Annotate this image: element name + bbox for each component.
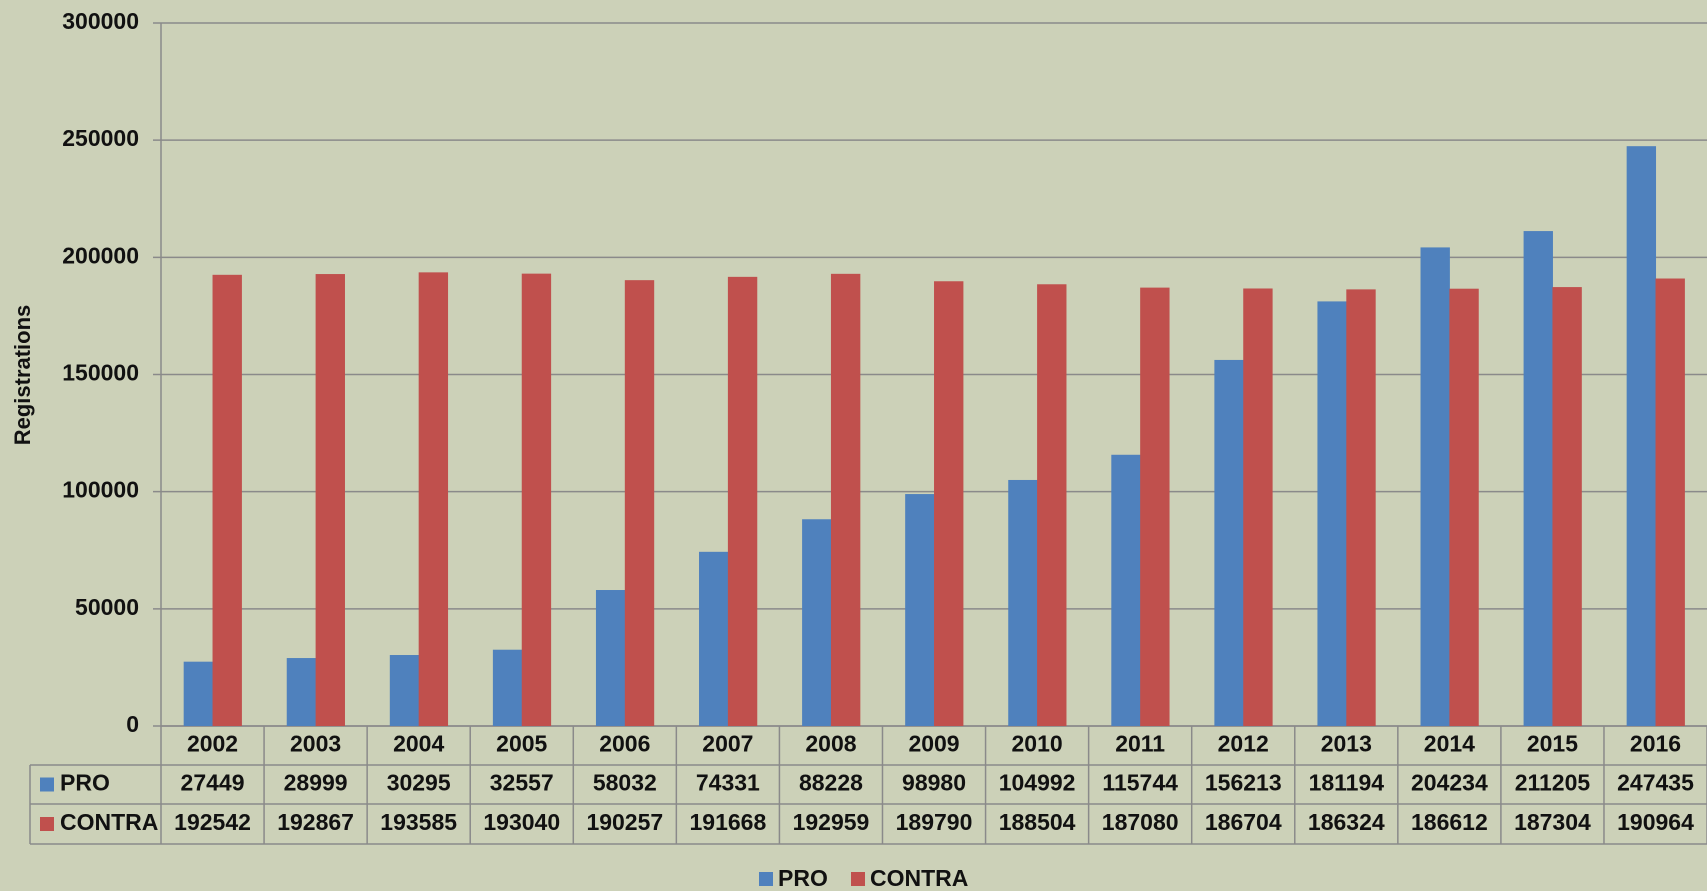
table-value: 104992	[999, 770, 1076, 796]
y-tick-label: 150000	[62, 360, 139, 386]
bar	[1655, 278, 1685, 726]
table-value: 192959	[793, 809, 870, 835]
bar	[624, 280, 655, 726]
x-tick-label: 2011	[1115, 731, 1165, 757]
table-value: 28999	[284, 770, 348, 796]
x-tick-label: 2002	[187, 731, 238, 757]
bar	[1037, 284, 1067, 726]
x-tick-label: 2007	[702, 731, 753, 757]
bar	[389, 655, 420, 726]
bar	[492, 649, 523, 726]
table-value: 192542	[174, 809, 251, 835]
table-value: 188504	[999, 809, 1076, 835]
bar	[699, 551, 729, 726]
table-value: 189790	[896, 809, 973, 835]
table-value: 187080	[1102, 809, 1179, 835]
y-tick-label: 50000	[75, 594, 139, 620]
bar	[1420, 247, 1450, 726]
legend-swatch	[40, 777, 54, 792]
table-value: 186612	[1411, 809, 1488, 835]
table-value: 193585	[380, 809, 457, 835]
x-tick-label: 2014	[1424, 731, 1475, 757]
bar	[212, 274, 242, 726]
legend-swatch	[40, 817, 54, 831]
table-value: 190257	[586, 809, 663, 835]
table-value: 181194	[1309, 770, 1385, 796]
bar	[727, 276, 758, 726]
x-tick-label: 2003	[290, 731, 341, 757]
bar	[595, 590, 626, 726]
bar	[802, 519, 832, 726]
x-tick-label: 2013	[1321, 731, 1372, 757]
y-tick-label: 100000	[62, 477, 139, 503]
x-tick-label: 2015	[1527, 731, 1578, 757]
table-value: 186324	[1308, 809, 1385, 835]
bar	[183, 661, 214, 726]
y-tick-label: 200000	[62, 242, 139, 268]
table-value: 186704	[1205, 809, 1282, 835]
bar	[1214, 359, 1244, 726]
bar	[521, 273, 552, 726]
table-value: 30295	[387, 770, 451, 796]
table-value: 58032	[593, 770, 657, 796]
table-value: 193040	[483, 809, 560, 835]
x-tick-label: 2012	[1218, 731, 1269, 757]
legend-swatch	[851, 872, 865, 886]
x-tick-label: 2010	[1012, 731, 1063, 757]
x-tick-label: 2008	[805, 731, 856, 757]
table-row-header: PRO	[60, 770, 110, 796]
table-value: 98980	[902, 770, 966, 796]
bar	[905, 494, 935, 726]
table-value: 247435	[1617, 770, 1694, 796]
x-tick-label: 2016	[1630, 731, 1681, 757]
bar	[315, 274, 345, 726]
legend-swatch	[759, 872, 773, 886]
table-row-header: CONTRA	[60, 809, 158, 835]
y-tick-label: 300000	[62, 8, 139, 34]
bar	[1008, 479, 1038, 726]
x-tick-label: 2004	[393, 731, 444, 757]
bar	[1346, 289, 1376, 726]
bar	[1626, 146, 1657, 727]
bar	[1552, 287, 1582, 726]
table-value: 88228	[799, 770, 863, 796]
bar	[1111, 454, 1141, 726]
bar	[830, 273, 861, 726]
table-value: 192867	[277, 809, 354, 835]
bar	[286, 658, 317, 726]
table-value: 32557	[490, 770, 554, 796]
bar	[1243, 288, 1273, 726]
bar	[1317, 301, 1347, 726]
bar	[418, 272, 449, 726]
table-value: 211205	[1515, 770, 1591, 796]
x-tick-label: 2006	[599, 731, 650, 757]
table-value: 27449	[181, 770, 245, 796]
legend-label: PRO	[778, 865, 828, 891]
table-value: 115744	[1102, 770, 1178, 796]
table-value: 190964	[1617, 809, 1694, 835]
bar	[934, 281, 964, 726]
table-value: 187304	[1514, 809, 1591, 835]
bar	[1523, 231, 1553, 726]
table-value: 204234	[1411, 770, 1488, 796]
bar	[1140, 287, 1170, 726]
y-tick-label: 250000	[62, 125, 139, 151]
table-value: 74331	[696, 770, 760, 796]
table-value: 191668	[690, 809, 767, 835]
y-axis-label: Registrations	[10, 305, 35, 446]
bar	[1449, 288, 1479, 726]
x-tick-label: 2009	[908, 731, 959, 757]
table-value: 156213	[1205, 770, 1282, 796]
x-tick-label: 2005	[496, 731, 547, 757]
y-tick-label: 0	[126, 711, 139, 737]
legend-label: CONTRA	[870, 865, 968, 891]
